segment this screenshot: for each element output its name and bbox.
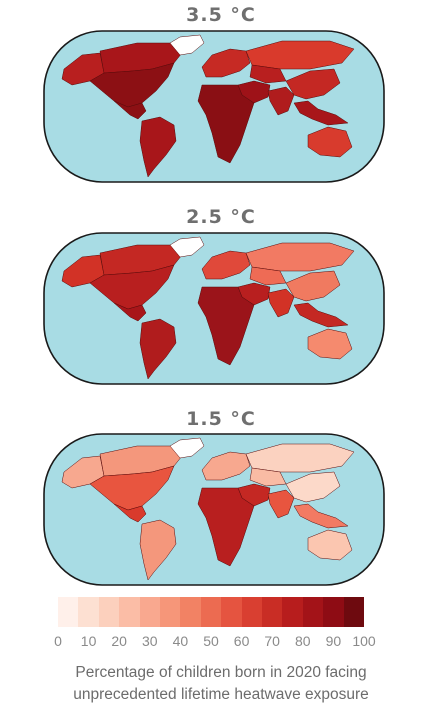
region-europe [201,250,251,280]
legend-tick-label: 20 [111,633,127,649]
legend-tick-label: 30 [142,633,158,649]
world-map-2-5 [43,232,385,385]
region-north-america [89,62,175,108]
legend-swatch [180,597,201,627]
region-europe [201,451,251,481]
region-central-asia [249,64,287,84]
region-greenland [169,34,205,56]
region-east-asia [285,68,341,100]
region-south-asia [267,288,295,318]
legend-swatch [343,597,365,627]
legend-swatch [139,597,161,627]
panel-title-2-5: 2.5 °C [186,206,256,228]
legend-swatch [282,597,303,627]
legend-swatch [78,597,99,627]
legend-swatch [323,597,344,627]
region-north-america [89,264,175,310]
legend-swatch [262,597,283,627]
region-greenland [169,236,205,258]
legend-swatch [119,597,140,627]
legend-tick-label: 10 [80,633,97,649]
caption-line-2: unprecedented lifetime heatwave exposure [73,686,369,703]
legend-swatch [241,597,263,627]
legend-swatch [160,597,181,627]
region-australia [307,529,353,561]
legend-colorbar [58,597,365,627]
region-africa [197,84,255,164]
legend-tick-label: 70 [264,633,280,649]
legend-swatch [98,597,120,627]
legend-swatch [302,597,324,627]
region-north-america [89,465,175,511]
region-central-america [113,503,147,523]
legend-swatch [58,597,79,627]
legend-tick-label: 90 [325,633,342,649]
region-australia [307,126,353,158]
region-central-america [113,100,147,120]
region-south-asia [267,86,295,116]
region-south-america [139,519,177,581]
legend-tick-label: 40 [172,633,189,649]
region-central-asia [249,266,287,286]
region-southeast-asia [293,503,349,529]
region-south-asia [267,489,295,519]
world-map-3-5 [43,30,385,183]
legend-tick-label: 60 [233,633,250,649]
region-greenland [169,437,205,459]
legend-tick-label: 0 [54,633,62,649]
region-central-asia [249,467,287,487]
legend-tick-labels: 0 10 20 30 40 50 60 70 80 90 100 [0,633,442,653]
world-map-1-5 [43,433,385,586]
region-south-america [139,318,177,380]
panel-title-1-5: 1.5 °C [186,408,256,430]
panel-title-3-5: 3.5 °C [186,4,256,26]
region-africa [197,487,255,567]
region-central-america [113,302,147,322]
caption-line-1: Percentage of children born in 2020 faci… [75,664,367,681]
region-east-asia [285,471,341,503]
legend-tick-label: 50 [203,633,219,649]
region-south-america [139,116,177,178]
region-southeast-asia [293,100,349,126]
region-africa [197,286,255,366]
legend-tick-label: 80 [295,633,311,649]
region-southeast-asia [293,302,349,328]
legend-swatch [200,597,222,627]
region-europe [201,48,251,78]
legend-swatch [221,597,242,627]
region-australia [307,328,353,360]
region-east-asia [285,270,341,302]
legend-tick-label: 100 [352,633,376,649]
